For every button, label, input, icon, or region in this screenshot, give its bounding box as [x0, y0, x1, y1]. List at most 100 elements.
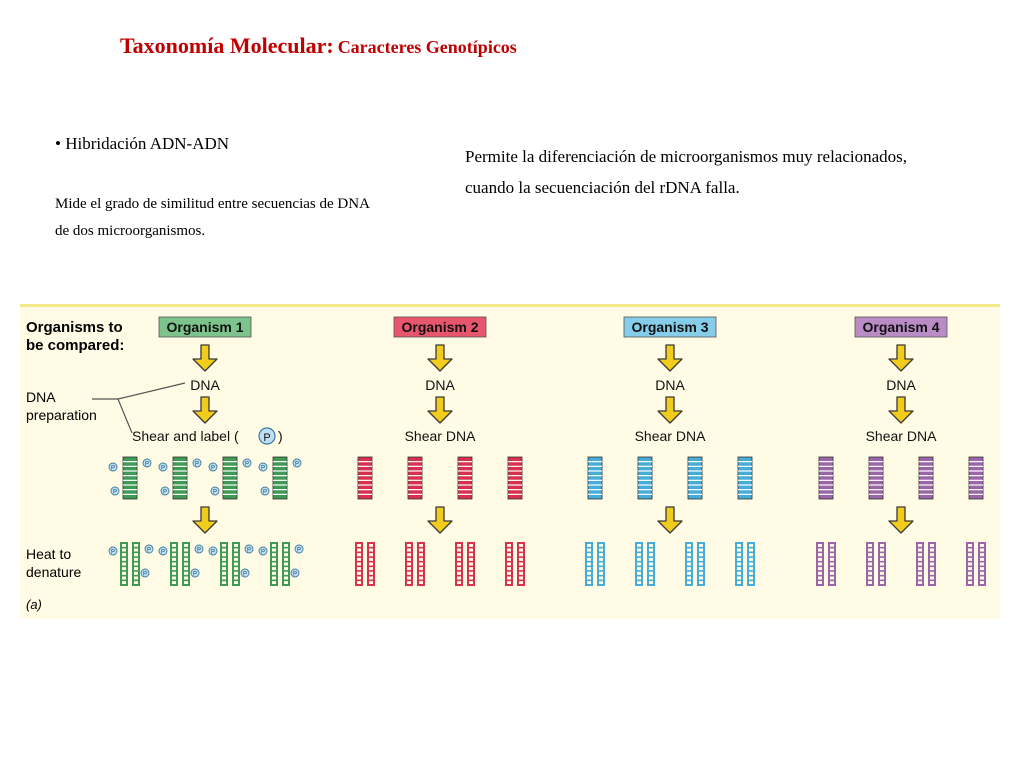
arrow-to-step-2 — [427, 396, 453, 424]
fragment-4-2 — [868, 456, 884, 500]
dtag-a-4 — [258, 546, 268, 556]
strand-a-4-2-outline — [866, 542, 874, 586]
fragment-3-3 — [687, 456, 703, 500]
strand-a-2-1 — [355, 542, 363, 586]
label-symbol-circle — [258, 427, 276, 445]
arrow-to-denature-2 — [427, 506, 453, 534]
tag-c-3 — [210, 486, 220, 496]
dtag-b-4-letter: P — [297, 548, 301, 554]
label-symbol-letter: P — [263, 432, 270, 444]
dtag-b-2-letter: P — [197, 548, 201, 554]
tag-b-4 — [292, 458, 302, 468]
strand-b-4-2-outline — [878, 542, 886, 586]
shear-label-step-1: Shear and label ( — [132, 428, 239, 444]
strand-a-1-2-outline — [170, 542, 178, 586]
arrow-to-dna-4 — [888, 344, 914, 372]
strand-a-1-4-outline — [270, 542, 278, 586]
arrow-to-dna-3 — [657, 344, 683, 372]
tag-b-2-letter: P — [195, 462, 199, 468]
fragment-2-3-body — [457, 456, 473, 500]
dtag-c-3 — [240, 568, 250, 578]
label-prep-2: preparation — [26, 407, 97, 423]
note-line-1: Permite la diferenciación de microorgani… — [465, 147, 908, 166]
bullet-hibridacion: • Hibridación ADN-ADN — [55, 134, 230, 153]
slide-title: Taxonomía Molecular: Caracteres Genotípi… — [120, 33, 517, 59]
tag-c-1-letter: P — [113, 490, 117, 496]
dtag-c-2 — [190, 568, 200, 578]
strand-b-4-3-outline — [928, 542, 936, 586]
fragment-2-3 — [457, 456, 473, 500]
strand-a-1-3-outline — [220, 542, 228, 586]
arrow-to-denature-1 — [192, 506, 218, 534]
dna-label-1: DNA — [190, 377, 220, 393]
dtag-a-1-letter: P — [111, 550, 115, 556]
strand-a-3-3 — [685, 542, 693, 586]
description: Mide el grado de similitud entre secuenc… — [55, 191, 435, 245]
dtag-b-3-letter: P — [247, 548, 251, 554]
strand-b-2-2-outline — [417, 542, 425, 586]
shear-label-close: ) — [278, 428, 283, 444]
tag-c-4-letter: P — [263, 490, 267, 496]
fragment-4-2-body — [868, 456, 884, 500]
tag-a-1-letter: P — [111, 466, 115, 472]
strand-b-3-2-outline — [647, 542, 655, 586]
strand-b-2-4-outline — [517, 542, 525, 586]
fragment-4-1-body — [818, 456, 834, 500]
fragment-4-4-body — [968, 456, 984, 500]
strand-b-1-4 — [282, 542, 290, 586]
strand-b-1-2-outline — [182, 542, 190, 586]
organism-1-name: Organism 1 — [166, 319, 243, 335]
label-prep-1: DNA — [26, 389, 56, 405]
strand-b-3-3 — [697, 542, 705, 586]
description-line-1: Mide el grado de similitud entre secuenc… — [55, 196, 370, 212]
tag-a-2-letter: P — [161, 466, 165, 472]
strand-a-4-3 — [916, 542, 924, 586]
tag-c-3-letter: P — [213, 490, 217, 496]
organism-2-box — [393, 316, 487, 338]
label-heat-1: Heat to — [26, 546, 71, 562]
strand-a-3-4 — [735, 542, 743, 586]
strand-b-3-1 — [597, 542, 605, 586]
tag-a-2 — [158, 462, 168, 472]
organism-3-name: Organism 3 — [631, 319, 708, 335]
tag-b-1-letter: P — [145, 462, 149, 468]
strand-b-4-2 — [878, 542, 886, 586]
slide-title-main: Taxonomía Molecular: — [120, 33, 334, 58]
arrow-to-step-1 — [192, 396, 218, 424]
fragment-4-3-body — [918, 456, 934, 500]
fragment-1-1-body — [122, 456, 138, 500]
arrow-to-denature-4 — [888, 506, 914, 534]
strand-a-2-4-outline — [505, 542, 513, 586]
tag-c-1 — [110, 486, 120, 496]
strand-a-1-3 — [220, 542, 228, 586]
strand-b-4-4 — [978, 542, 986, 586]
strand-a-4-1-outline — [816, 542, 824, 586]
dna-label-3: DNA — [655, 377, 685, 393]
note-paragraph: Permite la diferenciación de microorgani… — [465, 141, 995, 203]
fragment-1-4-body — [272, 456, 288, 500]
dtag-a-3 — [208, 546, 218, 556]
dtag-b-3 — [244, 544, 254, 554]
dtag-b-2 — [194, 544, 204, 554]
tag-c-4 — [260, 486, 270, 496]
dtag-a-2-letter: P — [161, 550, 165, 556]
dtag-c-3-letter: P — [243, 572, 247, 578]
fragment-4-1 — [818, 456, 834, 500]
strand-b-1-4-outline — [282, 542, 290, 586]
organism-4-box — [854, 316, 948, 338]
tag-a-4 — [258, 462, 268, 472]
dtag-c-2-letter: P — [193, 572, 197, 578]
strand-a-4-4 — [966, 542, 974, 586]
strand-a-2-4 — [505, 542, 513, 586]
dtag-c-4-letter: P — [293, 572, 297, 578]
strand-a-1-1-outline — [120, 542, 128, 586]
strand-b-4-3 — [928, 542, 936, 586]
shear-label-step-2: Shear DNA — [405, 428, 476, 444]
tag-b-3-letter: P — [245, 462, 249, 468]
fragment-1-1 — [122, 456, 138, 500]
strand-a-3-1-outline — [585, 542, 593, 586]
dtag-c-4 — [290, 568, 300, 578]
arrow-to-denature-3 — [657, 506, 683, 534]
description-line-2: de dos microorganismos. — [55, 223, 206, 239]
strand-b-2-3 — [467, 542, 475, 586]
